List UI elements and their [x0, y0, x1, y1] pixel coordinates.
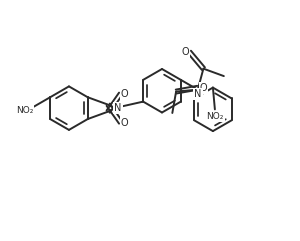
Text: N: N — [194, 89, 202, 99]
Text: O: O — [121, 118, 128, 127]
Text: O: O — [182, 47, 189, 57]
Text: NO₂: NO₂ — [16, 106, 33, 115]
Text: NO₂: NO₂ — [206, 112, 224, 121]
Text: O: O — [121, 89, 128, 99]
Text: N: N — [114, 103, 122, 113]
Text: O: O — [200, 83, 207, 93]
